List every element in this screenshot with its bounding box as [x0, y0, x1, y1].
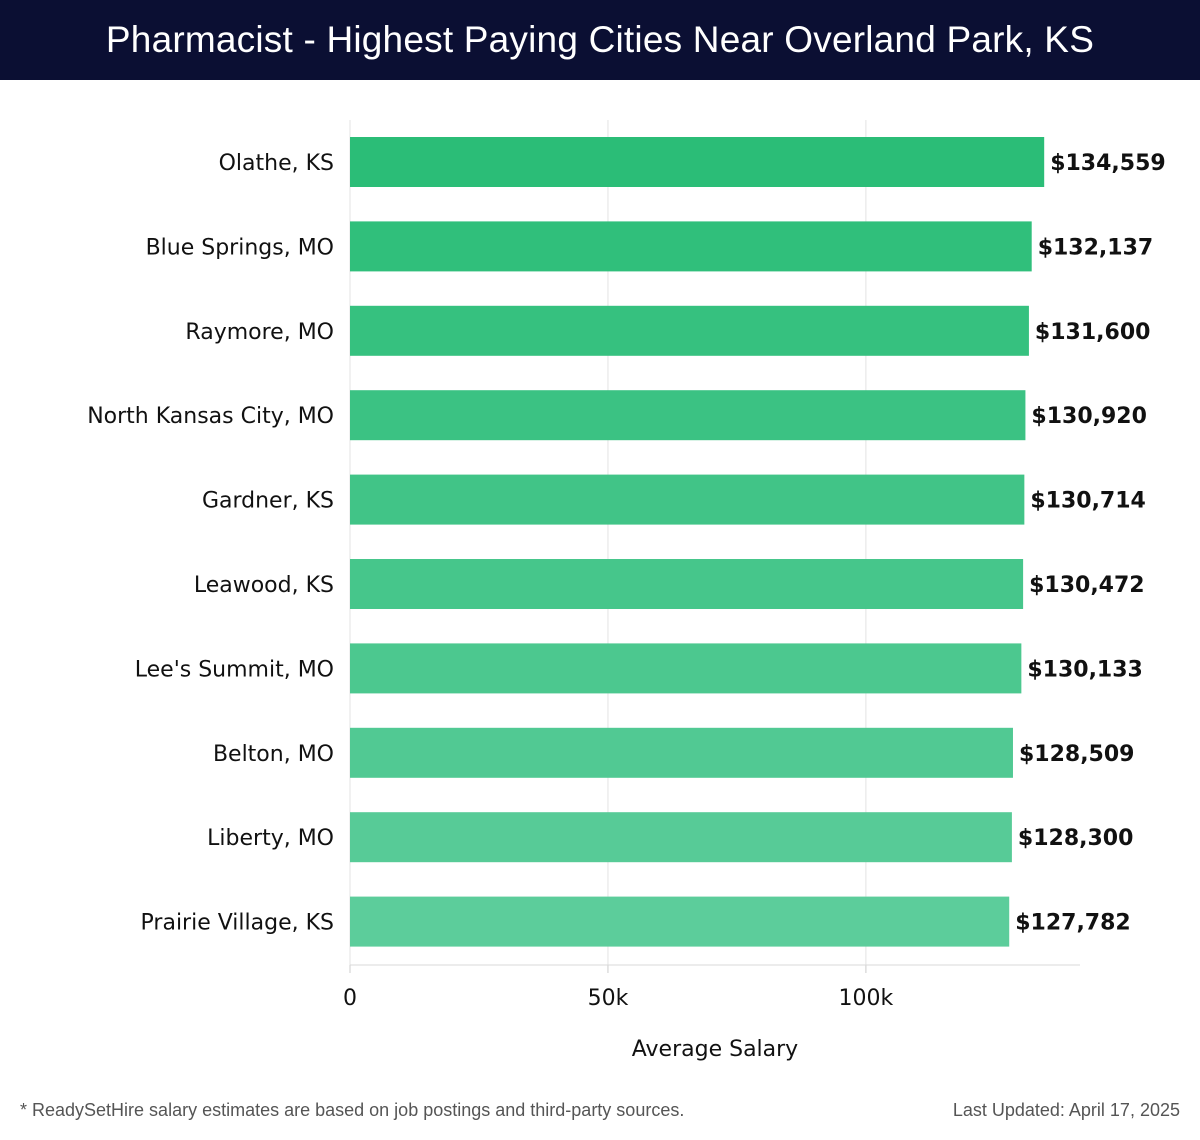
bar — [350, 305, 1029, 356]
value-label: $130,920 — [1031, 404, 1147, 429]
value-label: $127,782 — [1015, 911, 1131, 936]
category-label: Lee's Summit, MO — [135, 657, 334, 682]
value-label: $131,600 — [1035, 320, 1151, 345]
category-label: Belton, MO — [213, 742, 334, 767]
category-label: Olathe, KS — [219, 151, 334, 176]
category-label: North Kansas City, MO — [87, 404, 334, 429]
category-label: Liberty, MO — [207, 826, 334, 851]
category-label: Leawood, KS — [194, 573, 334, 598]
x-tick-label: 100k — [839, 986, 894, 1011]
chart-title: Pharmacist - Highest Paying Cities Near … — [105, 19, 1095, 60]
x-axis-title: Average Salary — [632, 1037, 798, 1062]
x-tick-label: 0 — [343, 986, 357, 1011]
bar — [350, 390, 1026, 441]
value-label: $128,509 — [1019, 742, 1135, 767]
value-label: $134,559 — [1050, 151, 1166, 176]
bar — [350, 137, 1045, 187]
bar — [350, 559, 1024, 609]
category-label: Raymore, MO — [185, 320, 334, 345]
bar — [350, 896, 1010, 947]
x-axis: 0 50k 100k Average Salary — [343, 964, 1080, 1062]
category-label: Prairie Village, KS — [141, 911, 334, 936]
x-tick-label: 50k — [588, 986, 629, 1011]
value-label: $130,133 — [1027, 657, 1143, 682]
bar — [350, 221, 1032, 272]
bar — [350, 812, 1012, 863]
category-label: Gardner, KS — [202, 489, 334, 514]
value-label: $130,472 — [1029, 573, 1145, 598]
chart-header: Pharmacist - Highest Paying Cities Near … — [0, 0, 1200, 80]
bars — [350, 137, 1045, 947]
bar — [350, 643, 1022, 694]
value-label: $132,137 — [1038, 235, 1154, 260]
category-labels: Olathe, KS Blue Springs, MO Raymore, MO Nor… — [87, 151, 334, 936]
footer-note: * ReadySetHire salary estimates are base… — [20, 1100, 685, 1120]
category-label: Blue Springs, MO — [146, 235, 334, 260]
bar — [350, 727, 1013, 778]
salary-bar-chart: Olathe, KS Blue Springs, MO Raymore, MO Nor… — [87, 120, 1166, 1062]
last-updated: Last Updated: April 17, 2025 — [952, 1100, 1180, 1120]
value-labels: $134,559 $132,137 $131,600 $130,920 $130,714… — [1015, 151, 1165, 936]
value-label: $130,714 — [1030, 489, 1146, 514]
value-label: $128,300 — [1018, 826, 1134, 851]
bar — [350, 474, 1025, 525]
